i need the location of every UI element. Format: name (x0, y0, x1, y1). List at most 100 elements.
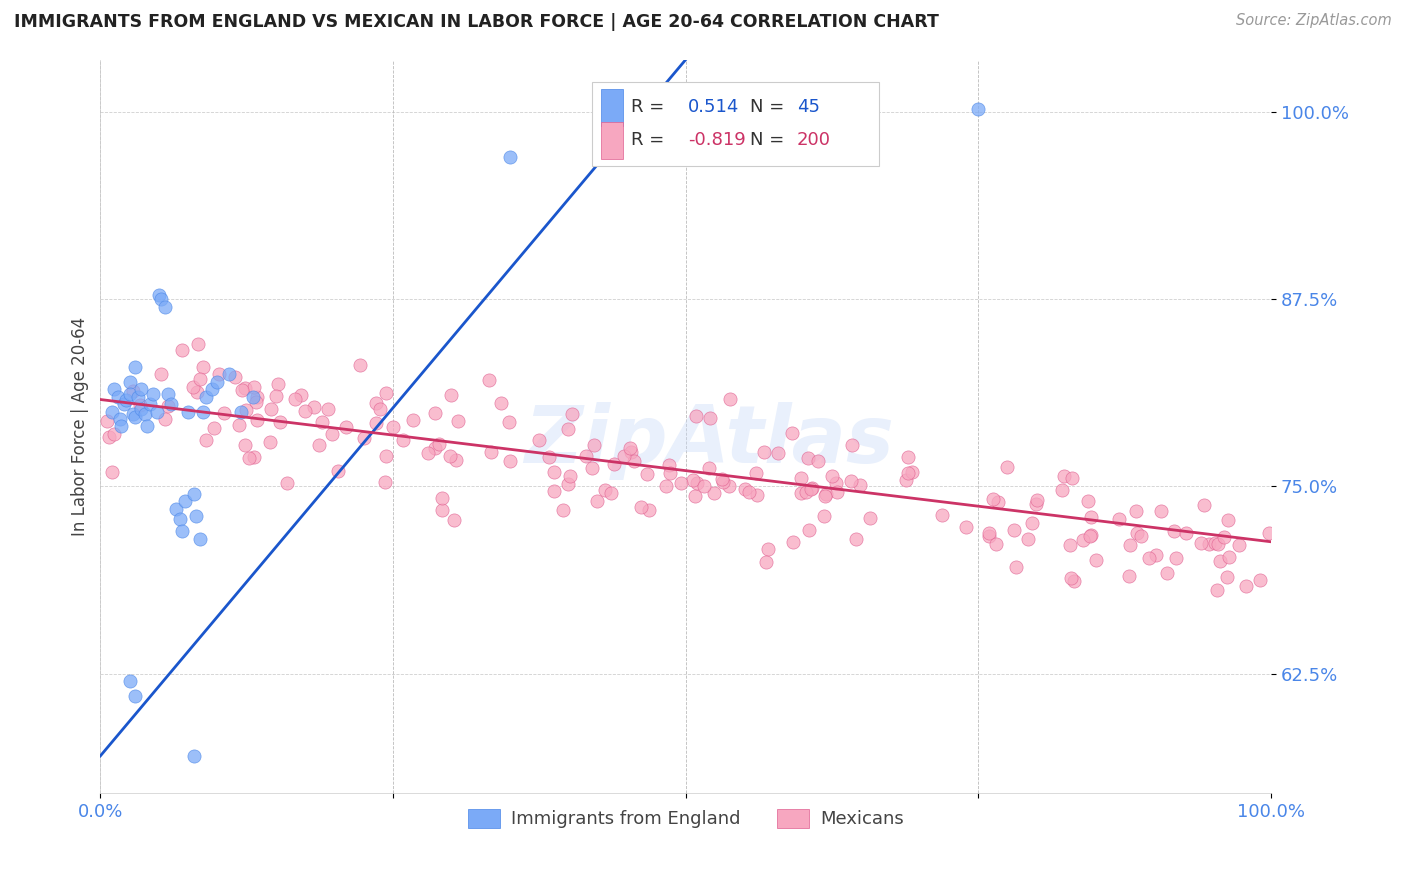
Point (599, 485, 621, 500)
Point (1004, 560, 1026, 574)
Point (233, 381, 256, 395)
Point (124, 689, 146, 703)
Point (839, 474, 862, 488)
Point (478, 373, 501, 387)
Point (294, 404, 316, 418)
Point (335, 419, 357, 434)
Point (308, 438, 330, 452)
Point (186, 509, 208, 524)
Point (1060, 471, 1083, 485)
Point (800, 481, 823, 495)
Point (96, 414, 118, 428)
Point (586, 494, 609, 508)
Point (685, 489, 707, 503)
Point (375, 449, 398, 463)
Text: R =: R = (631, 98, 669, 116)
Point (193, 404, 215, 418)
Point (159, 397, 181, 411)
Point (613, 449, 636, 463)
Point (543, 465, 565, 479)
Point (127, 390, 149, 404)
Point (489, 395, 512, 409)
Point (242, 390, 264, 404)
Point (499, 454, 522, 468)
Point (849, 478, 872, 492)
Point (353, 431, 375, 445)
Point (1234, 579, 1257, 593)
Point (101, 404, 124, 418)
Point (682, 473, 704, 487)
Point (557, 476, 579, 491)
Point (1249, 573, 1271, 587)
Point (931, 508, 953, 522)
Point (1125, 504, 1147, 518)
Point (1137, 550, 1160, 565)
Point (183, 487, 205, 501)
Point (447, 414, 470, 428)
Point (110, 419, 132, 434)
Point (967, 102, 990, 116)
Point (208, 367, 231, 381)
Point (326, 464, 349, 478)
Text: N =: N = (751, 131, 790, 149)
Point (815, 487, 838, 501)
Point (218, 367, 240, 381)
Point (148, 287, 170, 301)
Point (655, 479, 678, 493)
Point (977, 526, 1000, 541)
Point (194, 390, 217, 404)
Point (157, 399, 180, 413)
Point (231, 384, 253, 398)
Text: N =: N = (751, 98, 790, 116)
Point (122, 408, 145, 422)
Point (859, 511, 882, 525)
Point (430, 503, 453, 517)
Point (165, 501, 187, 516)
Point (1146, 549, 1168, 563)
Point (845, 532, 868, 546)
Point (553, 502, 575, 516)
Point (124, 410, 146, 425)
Point (366, 396, 388, 410)
Point (595, 483, 617, 497)
Point (630, 500, 652, 514)
Point (686, 476, 709, 491)
Point (807, 454, 830, 468)
Point (122, 384, 145, 398)
Point (623, 453, 645, 467)
Point (153, 411, 176, 425)
Point (142, 386, 165, 401)
Point (995, 459, 1018, 474)
Point (439, 449, 461, 463)
Point (138, 397, 160, 411)
Point (374, 475, 396, 490)
Point (188, 532, 211, 546)
Point (1189, 536, 1212, 550)
Point (557, 422, 579, 436)
Point (955, 519, 977, 533)
Point (245, 413, 267, 427)
Point (790, 485, 813, 500)
Y-axis label: In Labor Force | Age 20-64: In Labor Force | Age 20-64 (72, 317, 89, 536)
Point (202, 420, 225, 434)
Point (190, 371, 212, 385)
Point (243, 380, 266, 394)
Point (194, 433, 217, 447)
Point (284, 392, 307, 406)
Point (1077, 494, 1099, 508)
Point (780, 426, 803, 441)
Point (981, 492, 1004, 507)
Legend: Immigrants from England, Mexicans: Immigrants from England, Mexicans (461, 802, 911, 836)
Point (734, 482, 756, 496)
Point (814, 489, 837, 503)
Point (538, 450, 561, 465)
Point (124, 359, 146, 374)
Point (316, 401, 339, 416)
FancyBboxPatch shape (592, 81, 879, 166)
Point (118, 673, 141, 688)
Point (118, 386, 141, 401)
Point (260, 401, 283, 416)
Point (745, 488, 768, 502)
Point (187, 337, 209, 351)
Point (703, 486, 725, 500)
